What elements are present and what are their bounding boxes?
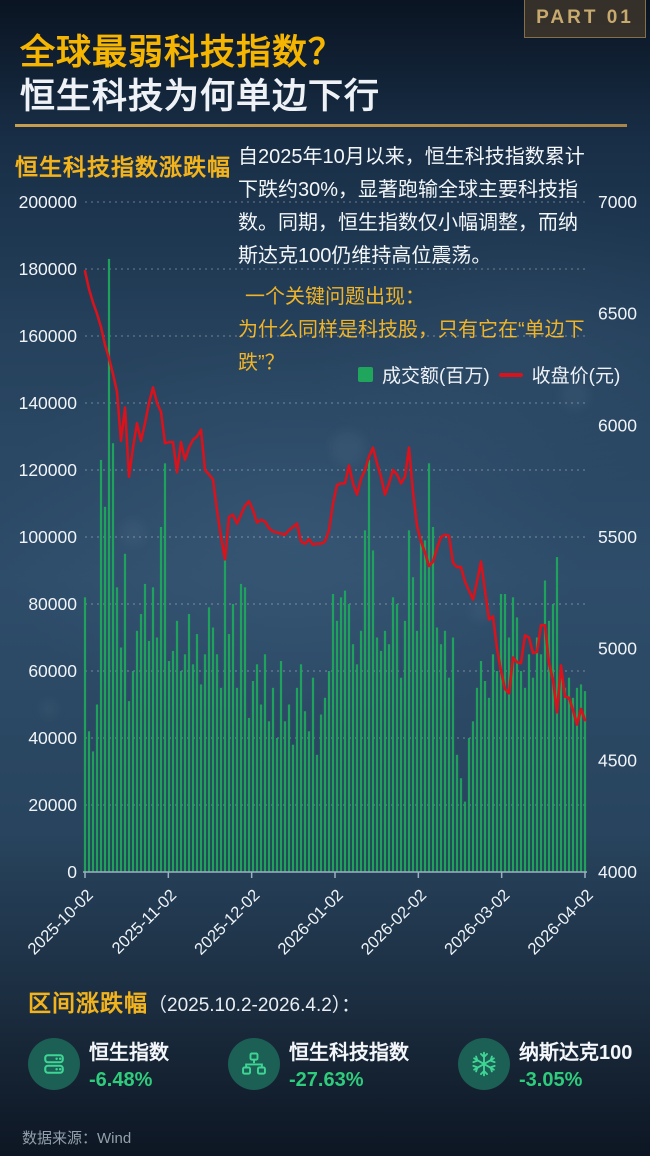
metric-label: 恒生指数: [89, 1042, 169, 1064]
x-tick-label: 2025-10-02: [24, 886, 96, 958]
x-tick-label: 2026-03-02: [441, 886, 513, 958]
metric-label: 纳斯达克100: [519, 1042, 633, 1064]
svg-text:5500: 5500: [598, 527, 637, 547]
svg-text:6000: 6000: [598, 415, 637, 435]
svg-text:6500: 6500: [598, 304, 637, 324]
svg-text:20000: 20000: [28, 795, 77, 815]
metric-value: -27.63%: [289, 1069, 364, 1091]
metric-nasdaq: 纳斯达克100 -3.05%: [458, 1036, 632, 1092]
x-tick-label: 2026-04-02: [524, 886, 596, 958]
summary-heading: 区间涨跌幅: [28, 990, 148, 1016]
bokeh-dot: [120, 520, 146, 546]
question-text: 为什么同样是科技股，只有它在“单边下跌”？: [238, 319, 585, 374]
svg-text:140000: 140000: [19, 393, 78, 413]
chart-legend: 成交额(百万) 收盘价(元): [358, 361, 620, 388]
data-source: 数据来源：Wind: [22, 1130, 132, 1147]
bokeh-dot: [560, 380, 590, 410]
close-legend-line-icon: [498, 372, 523, 377]
svg-text:4000: 4000: [598, 862, 637, 882]
bokeh-dot: [40, 700, 58, 718]
server-icon: [28, 1038, 80, 1090]
x-tick-label: 2025-11-02: [109, 886, 181, 958]
bokeh-dot: [330, 430, 366, 466]
svg-text:0: 0: [67, 862, 77, 882]
svg-text:200000: 200000: [19, 192, 78, 212]
close-price-line: [83, 269, 587, 726]
metric-hstech: 恒生科技指数 -27.63%: [228, 1036, 409, 1092]
summary-heading-row: 区间涨跌幅 （2025.10.2-2026.4.2）：: [28, 984, 360, 1018]
part-badge: PART 01: [524, 0, 646, 38]
page-title-line2: 恒生科技为何单边下行: [20, 77, 381, 116]
x-tick-label: 2025-12-02: [191, 886, 263, 958]
svg-text:100000: 100000: [19, 527, 78, 547]
svg-text:5000: 5000: [598, 639, 637, 659]
chart-title: 恒生科技指数涨跌幅: [15, 154, 231, 180]
metric-label: 恒生科技指数: [289, 1042, 409, 1064]
metric-value: -6.48%: [89, 1069, 153, 1091]
svg-text:80000: 80000: [28, 594, 77, 614]
close-legend-label: 收盘价(元): [531, 366, 621, 387]
svg-text:120000: 120000: [19, 460, 78, 480]
volume-legend-swatch-icon: [358, 367, 373, 382]
y-right-labels: 4000 4500 5000 5500 6000 6500 7000: [598, 192, 637, 882]
volume-bars: [83, 258, 587, 873]
svg-text:60000: 60000: [28, 661, 77, 681]
metric-hsi: 恒生指数 -6.48%: [28, 1036, 169, 1092]
svg-text:40000: 40000: [28, 728, 77, 748]
svg-text:160000: 160000: [19, 326, 78, 346]
snowflake-icon: [458, 1038, 510, 1090]
sitemap-icon: [228, 1038, 280, 1090]
page-title-line1: 全球最弱科技指数？: [20, 33, 345, 72]
svg-text:180000: 180000: [19, 259, 78, 279]
title-divider: [15, 124, 627, 127]
summary-date-range: （2025.10.2-2026.4.2）：: [148, 995, 361, 1016]
commentary-paragraph: 自2025年10月以来，恒生科技指数累计下跌约30%，显著跑输全球主要科技指数。…: [238, 146, 585, 267]
question-lead: 一个关键问题出现：: [245, 286, 425, 308]
commentary-block: 自2025年10月以来，恒生科技指数累计下跌约30%，显著跑输全球主要科技指数。…: [238, 141, 594, 380]
y-left-labels: 0 20000 40000 60000 80000 100000 120000 140000 1…: [19, 192, 78, 882]
metric-value: -3.05%: [519, 1069, 583, 1091]
volume-legend-label: 成交额(百万): [382, 366, 490, 387]
svg-text:4500: 4500: [598, 750, 637, 770]
x-tick-label: 2026-02-02: [358, 886, 430, 958]
x-tick-label: 2026-01-02: [274, 886, 346, 958]
svg-text:7000: 7000: [598, 192, 637, 212]
x-axis: 2025-10-02 2025-11-02 2025-12-02 2026-01-02…: [24, 871, 597, 959]
